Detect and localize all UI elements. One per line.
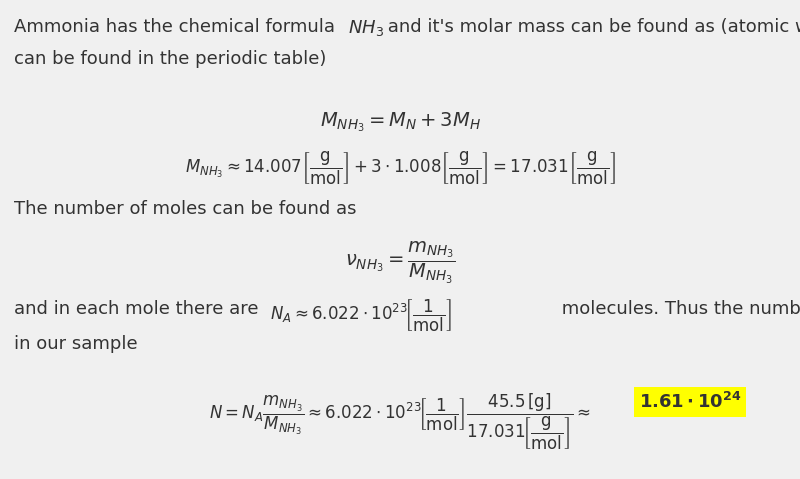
Text: and in each mole there are: and in each mole there are	[14, 300, 264, 318]
Text: $\nu_{NH_3} = \dfrac{m_{NH_3}}{M_{NH_3}}$: $\nu_{NH_3} = \dfrac{m_{NH_3}}{M_{NH_3}}…	[345, 240, 455, 286]
Text: $M_{NH_3} = M_N + 3M_H$: $M_{NH_3} = M_N + 3M_H$	[319, 110, 481, 134]
Text: $\mathbf{1.61 \cdot 10^{24}}$: $\mathbf{1.61 \cdot 10^{24}}$	[638, 392, 742, 412]
Text: and it's molar mass can be found as (atomic weights: and it's molar mass can be found as (ato…	[382, 18, 800, 36]
Text: molecules. Thus the number of molecules: molecules. Thus the number of molecules	[556, 300, 800, 318]
Text: $N_A \approx 6.022 \cdot 10^{23}\!\left[\dfrac{1}{\mathrm{mol}}\right]$: $N_A \approx 6.022 \cdot 10^{23}\!\left[…	[270, 298, 452, 334]
Text: $N = N_A\dfrac{m_{NH_3}}{M_{NH_3}} \approx 6.022 \cdot 10^{23}\!\left[\dfrac{1}{: $N = N_A\dfrac{m_{NH_3}}{M_{NH_3}} \appr…	[210, 392, 590, 453]
Text: The number of moles can be found as: The number of moles can be found as	[14, 200, 357, 218]
Text: Ammonia has the chemical formula: Ammonia has the chemical formula	[14, 18, 341, 36]
Text: $M_{NH_3} \approx 14.007\left[\dfrac{\mathrm{g}}{\mathrm{mol}}\right] + 3 \cdot : $M_{NH_3} \approx 14.007\left[\dfrac{\ma…	[185, 150, 615, 187]
Text: $NH_3$: $NH_3$	[348, 18, 384, 38]
Text: can be found in the periodic table): can be found in the periodic table)	[14, 50, 326, 68]
Text: in our sample: in our sample	[14, 335, 138, 353]
